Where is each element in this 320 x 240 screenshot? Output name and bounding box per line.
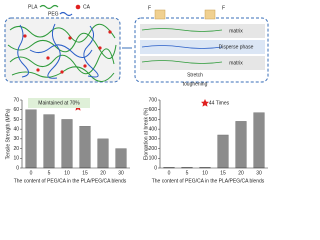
y-tick-label: 300 [149,136,158,142]
x-tick-label: 15 [82,170,88,176]
force-label: F [148,5,151,11]
y-tick-label: 100 [149,156,158,162]
axes [159,100,268,169]
y-tick-label: 30 [13,136,19,142]
y-tick-label: 60 [13,107,19,113]
layer-label: Disperse phase [219,44,254,50]
annotation: 44 Times [209,100,230,106]
legend-label: CA [83,4,91,10]
x-tick-label: 20 [100,170,106,176]
y-tick-label: 200 [149,146,158,152]
x-tick-label: 0 [30,170,33,176]
caption: Stretch [187,72,203,78]
bar [25,109,37,169]
stretched-chains [141,28,223,64]
x-tick-label: 5 [48,170,51,176]
bar [61,119,73,169]
x-tick-label: 0 [168,170,171,176]
x-tick-label: 5 [186,170,189,176]
y-tick-label: 500 [149,117,158,123]
bar [97,138,109,169]
legend-line [59,11,73,17]
caption: toughening [183,81,208,87]
y-tick-label: 600 [149,107,158,113]
x-tick-label: 30 [118,170,124,176]
force-label: F [222,5,225,11]
bar [79,126,91,169]
x-tick-label: 10 [64,170,70,176]
bar [115,148,127,169]
bar [43,114,55,169]
legend-line [39,4,59,10]
y-tick-label: 10 [13,156,19,162]
disperse-layer [140,40,265,54]
blend-box [4,17,121,83]
y-tick-label: 0 [154,165,157,171]
annotation-bg [28,98,90,108]
star [201,99,209,107]
y-tick-label: 20 [13,146,19,152]
x-tick-label: 15 [220,170,226,176]
y-axis-label: Elongation at break (%) [143,108,149,161]
force-block [204,9,216,20]
x-axis-label: The content of PEG/CA in the PLA/PEG/CA … [152,178,265,184]
force-block [154,9,166,20]
y-tick-label: 70 [13,97,19,103]
x-axis-label: The content of PEG/CA in the PLA/PEG/CA … [14,178,127,184]
layer-label: matrix [229,60,243,66]
polymer-chains [7,23,117,82]
y-tick-label: 0 [16,165,19,171]
bar [253,112,265,169]
layer-label: matrix [229,28,243,34]
x-tick-label: 30 [256,170,262,176]
axes [21,100,130,169]
x-tick-label: 10 [202,170,208,176]
ca-dots [23,30,112,74]
matrix-layer [140,56,265,70]
y-axis-label: Tensile Strength (MPa) [5,108,11,159]
matrix-layer [140,24,265,38]
y-tick-label: 40 [13,126,19,132]
legend-label: PEG [48,11,59,17]
y-tick-label: 700 [149,97,158,103]
bar [235,121,247,169]
legend-label: PLA [28,4,38,10]
bar [217,134,229,169]
y-tick-label: 50 [13,117,19,123]
annotation: Maintained at 70% [38,100,80,106]
legend-dot [75,4,81,10]
x-tick-label: 20 [238,170,244,176]
y-tick-label: 400 [149,126,158,132]
graphical-abstract: PLA PEG CA F F matrix Disperse phase mat… [4,4,269,184]
